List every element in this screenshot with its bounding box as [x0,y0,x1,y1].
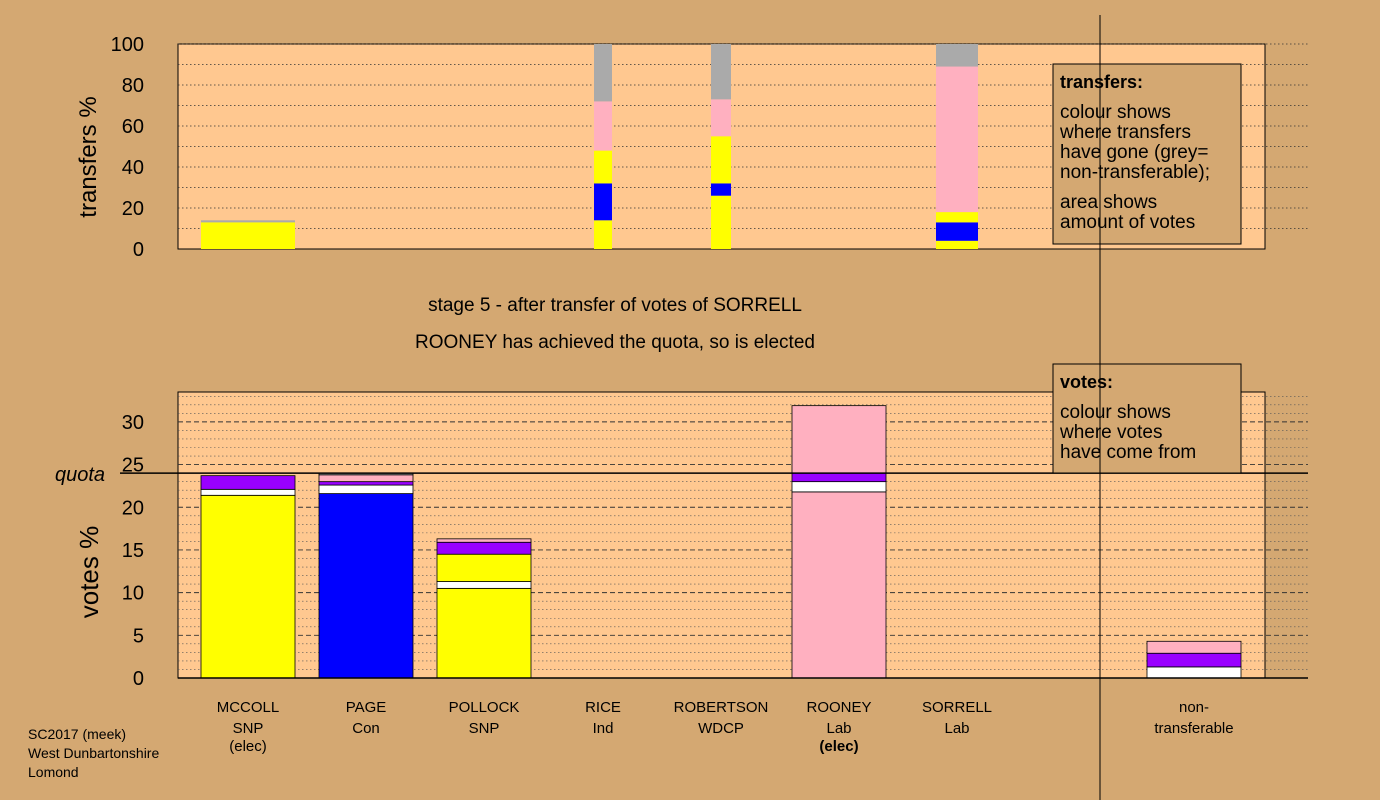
vote-segment [1146,652,1242,668]
x-label-note: (elec) [819,738,858,755]
votes-bars [200,405,1242,679]
transfer-segment [201,222,295,249]
transfer-segment [936,240,978,249]
legend-transfers-title: transfers: [1060,72,1143,92]
votes-x-labels: MCCOLLSNP(elec)PAGEConPOLLOCKSNPRICEIndR… [217,699,992,755]
y-tick-label: 15 [122,540,144,562]
y-tick-label: 80 [122,75,144,97]
legend-votes-line: colour shows [1060,402,1171,423]
transfer-segment [711,183,731,196]
x-label-party: SNP [469,720,500,737]
legend-votes-box [1052,363,1242,474]
vote-segment [436,538,532,543]
x-label-note: (elec) [229,738,267,755]
footer-line: Lomond [28,764,79,780]
transfer-segment [594,183,612,221]
result-text: ROONEY has achieved the quota, so is ele… [415,332,815,353]
y-tick-label: 60 [122,116,144,138]
transfer-segment [711,99,731,137]
legend-transfers-line: amount of votes [1060,212,1195,233]
vote-segment [318,493,414,679]
x-label-name: ROONEY [806,699,871,716]
vote-segment [436,581,532,589]
x-label-party: Lab [944,720,969,737]
vote-segment [200,488,296,496]
footer-line: SC2017 (meek) [28,726,126,742]
transfer-segment [594,44,612,102]
legend-transfers: transfers: colour shows where transfers … [1052,63,1242,245]
y-tick-label: 0 [133,239,144,261]
vote-segment [1146,666,1242,679]
legend-votes-line: have come from [1060,442,1196,463]
transfers-y-ticks: 0 20 40 60 80 100 [111,34,144,261]
x-label-name: SORRELL [922,699,992,716]
x-label-party: Ind [593,720,614,737]
vote-segment [318,484,414,494]
vote-segment [318,481,414,486]
transfer-segment [711,195,731,249]
vote-segment [200,475,296,490]
y-tick-label: 25 [122,455,144,477]
x-label-name: RICE [585,699,621,716]
stage-text: stage 5 - after transfer of votes of SOR… [428,295,802,316]
x-label-name: MCCOLL [217,699,280,716]
y-tick-label: 30 [122,412,144,434]
transfers-y-axis-label: transfers % [75,96,102,217]
legend-votes-line: where votes [1059,422,1162,443]
quota-label: quota [55,464,105,486]
votes-y-axis-label: votes % [74,526,104,619]
x-label-name: PAGE [346,699,387,716]
legend-transfers-line: where transfers [1059,122,1191,143]
vote-segment [1146,640,1242,654]
transfer-segment [936,66,978,213]
legend-transfers-line: have gone (grey= [1060,142,1208,163]
y-tick-label: 100 [111,34,144,56]
votes-y-ticks: 0 5 10 15 20 25 30 [122,412,144,690]
x-label-party: WDCP [698,720,744,737]
vote-segment [200,494,296,679]
vote-segment [791,491,887,679]
vote-segment [791,481,887,493]
y-tick-label: 10 [122,583,144,605]
x-label-party: Lab [826,720,851,737]
vote-segment [791,472,887,483]
legend-transfers-line: colour shows [1060,102,1171,123]
transfer-segment [201,220,295,223]
legend-votes-title: votes: [1060,372,1113,392]
vote-segment [436,541,532,555]
transfer-segment [711,44,731,100]
vote-segment [436,553,532,582]
transfer-segment [936,44,978,67]
x-label-name: POLLOCK [449,699,520,716]
legend-transfers-box [1052,63,1242,245]
vote-segment [436,587,532,679]
legend-transfers-line: area shows [1060,192,1157,213]
transfer-segment [594,101,612,151]
x-label-name: ROBERTSON [674,699,769,716]
transfers-bars [201,44,978,249]
transfer-segment [936,212,978,223]
footer-line: West Dunbartonshire [28,745,159,761]
y-tick-label: 40 [122,157,144,179]
y-tick-label: 0 [133,668,144,690]
x-label-party: SNP [233,720,264,737]
legend-votes: votes: colour shows where votes have com… [1052,363,1242,474]
x-label-party: Con [352,720,380,737]
y-tick-label: 20 [122,497,144,519]
legend-transfers-line: non-transferable); [1060,162,1210,183]
transfers-gridlines [178,43,1308,229]
transfer-segment [594,220,612,249]
transfer-segment [594,150,612,184]
vote-segment [318,474,414,483]
y-tick-label: 5 [133,625,144,647]
y-tick-label: 20 [122,198,144,220]
vote-segment [791,405,887,474]
nontransferable-label: transferable [1154,720,1233,737]
transfer-segment [711,136,731,184]
nontransferable-label: non- [1179,699,1209,716]
transfer-segment [936,222,978,241]
